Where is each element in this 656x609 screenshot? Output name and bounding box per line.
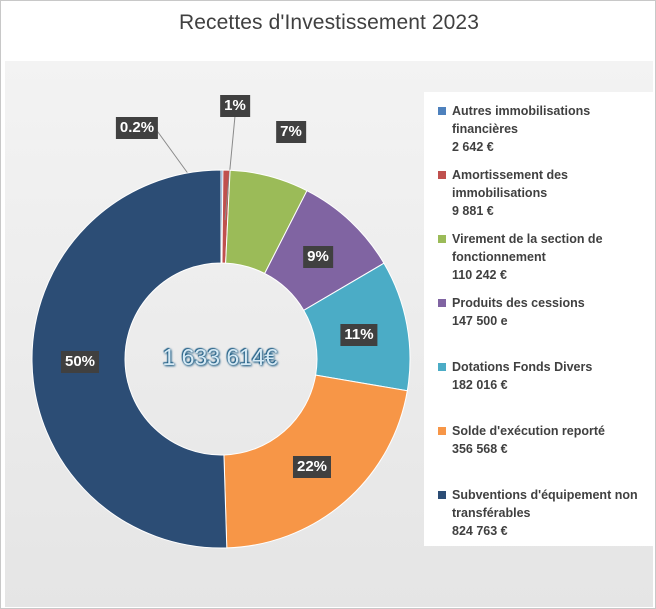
donut-slice	[31, 169, 228, 549]
legend-value: 182 016 €	[452, 378, 508, 392]
legend-value: 2 642 €	[452, 140, 494, 154]
legend-swatch	[438, 363, 446, 371]
legend-swatch	[438, 171, 446, 179]
legend-swatch	[438, 427, 446, 435]
data-label: 22%	[292, 456, 332, 478]
data-label: 11%	[340, 324, 378, 346]
legend-item: Autres immobilisations financières 2 642 …	[438, 102, 650, 156]
legend-item: Dotations Fonds Divers 182 016 €	[438, 358, 650, 394]
legend-label: Virement de la section de fonctionnement…	[452, 230, 650, 284]
data-label: 7%	[276, 121, 306, 143]
legend-label: Amortissement des immobilisations 9 881 €	[452, 166, 650, 220]
leader-line	[224, 115, 236, 221]
data-label: 9%	[303, 246, 333, 268]
legend-label: Autres immobilisations financières 2 642 …	[452, 102, 650, 156]
legend-item: Virement de la section de fonctionnement…	[438, 230, 650, 284]
legend-value: 824 763 €	[452, 524, 508, 538]
legend-label: Produits des cessions 147 500 e	[452, 294, 650, 330]
legend-item: Solde d'exécution reporté 356 568 €	[438, 422, 650, 458]
legend-swatch	[438, 235, 446, 243]
center-total-label: 1 633 614€	[162, 344, 278, 370]
legend-value: 356 568 €	[452, 442, 508, 456]
data-label: 1%	[220, 95, 250, 117]
legend-swatch	[438, 491, 446, 499]
legend-value: 147 500 e	[452, 314, 508, 328]
legend-item: Subventions d'équipement non transférabl…	[438, 486, 650, 540]
legend-swatch	[438, 299, 446, 307]
data-label: 50%	[60, 351, 100, 373]
legend-value: 110 242 €	[452, 268, 507, 282]
chart-title: Recettes d'Investissement 2023	[178, 11, 479, 34]
legend-label: Dotations Fonds Divers 182 016 €	[452, 358, 650, 394]
data-label: 0.2%	[115, 117, 159, 139]
legend-item: Amortissement des immobilisations 9 881 €	[438, 166, 650, 220]
legend: Autres immobilisations financières 2 642 …	[424, 92, 653, 546]
legend-label: Solde d'exécution reporté 356 568 €	[452, 422, 650, 458]
legend-label: Subventions d'équipement non transférabl…	[452, 486, 650, 540]
legend-swatch	[438, 107, 446, 115]
legend-value: 9 881 €	[452, 204, 494, 218]
legend-item: Produits des cessions 147 500 e	[438, 294, 650, 330]
